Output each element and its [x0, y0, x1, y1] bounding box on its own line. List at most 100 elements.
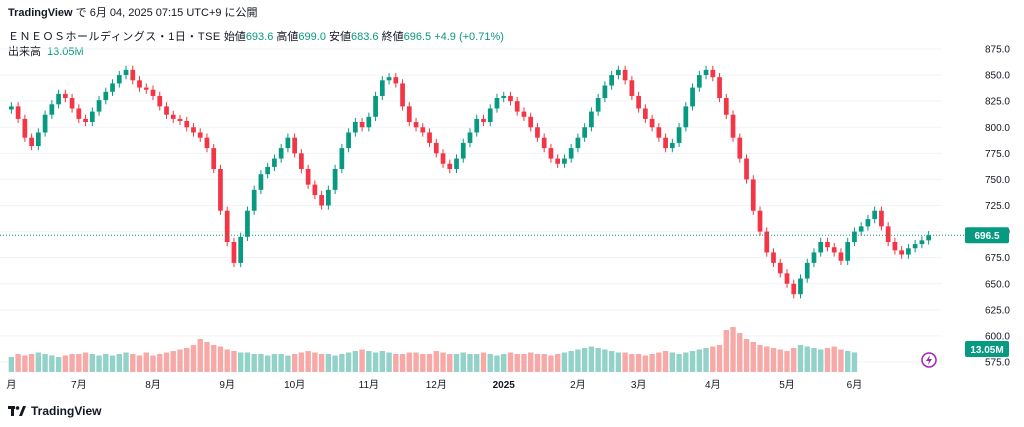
candle-body	[589, 111, 594, 128]
candle-body	[858, 226, 864, 232]
price-axis[interactable]: 875.0850.0825.0800.0775.0750.0725.0700.0…	[985, 45, 1010, 369]
candle-body	[811, 252, 817, 263]
volume-bar	[278, 354, 284, 372]
candle-body	[83, 118, 88, 123]
price-tick-label: 600.0	[985, 331, 1010, 342]
volume-bar	[204, 342, 210, 372]
time-tick-label: 4月	[705, 379, 721, 391]
candle-body	[730, 114, 736, 138]
volume-bar	[224, 349, 230, 372]
candle-body	[723, 98, 729, 115]
candle-body	[501, 95, 507, 99]
candle-body	[764, 231, 770, 253]
last-volume-badge-text: 13.05M	[970, 345, 1003, 356]
candle-body	[238, 236, 244, 263]
candle-body	[49, 104, 55, 115]
volume-bar	[703, 348, 709, 372]
volume-bar	[244, 352, 251, 372]
volume-bar	[554, 354, 561, 372]
candle-body	[541, 137, 547, 149]
candle-body	[386, 77, 392, 81]
candle-body	[433, 142, 439, 154]
candle-body	[170, 114, 176, 119]
time-tick-label: 11月	[359, 379, 379, 391]
candle-body	[771, 252, 776, 263]
volume-bar	[737, 333, 743, 372]
volume-bar	[521, 354, 527, 372]
candle-body	[184, 120, 190, 128]
last-price-badge-text: 696.5	[974, 231, 999, 242]
candle-body	[784, 273, 790, 284]
header-brand: TradingView	[8, 7, 73, 19]
volume-bar	[844, 351, 851, 372]
candle-body	[211, 148, 217, 169]
volume-bar	[15, 354, 21, 372]
candle-body	[15, 106, 21, 119]
volume-bar	[305, 351, 311, 372]
candle-body	[750, 179, 756, 211]
candle-body	[400, 83, 405, 107]
candle-body	[791, 283, 797, 295]
open-label: 始値	[223, 31, 246, 43]
volume-bar	[656, 352, 662, 372]
volume-bar	[76, 354, 82, 372]
candle-body	[852, 231, 857, 243]
price-chart[interactable]: 875.0850.0825.0800.0775.0750.0725.0700.0…	[0, 0, 1024, 400]
volume-bar	[339, 354, 345, 372]
candle-body	[804, 262, 810, 279]
volume-bar	[480, 352, 487, 372]
candle-body	[845, 242, 851, 261]
volume-bar	[366, 351, 372, 372]
volume-bar	[757, 345, 763, 372]
ohlc-legend: ＥＮＥＯＳホールディングス・1日・TSE 始値693.6 高値699.0 安値6…	[8, 28, 504, 44]
candle-body	[69, 98, 75, 109]
candle-body	[649, 118, 655, 128]
volume-bar	[55, 357, 62, 372]
candle-body	[326, 189, 331, 206]
volume-bar	[588, 346, 595, 372]
volume-bar	[467, 354, 473, 372]
price-tick-label: 675.0	[985, 253, 1010, 264]
candle-body	[899, 250, 905, 255]
candle-body	[703, 69, 709, 76]
candle-body	[555, 158, 561, 164]
volume-bar	[130, 354, 136, 372]
candle-body	[285, 137, 291, 149]
volume-bar	[399, 354, 406, 372]
candle-body	[474, 118, 480, 133]
lightning-icon[interactable]	[921, 352, 937, 368]
volume-bar	[251, 354, 257, 372]
candle-body	[346, 132, 351, 149]
volume-bar	[635, 354, 642, 372]
volume-bar	[352, 351, 359, 372]
candle-body	[669, 142, 675, 149]
volume-bar	[696, 349, 703, 372]
candle-body	[305, 168, 311, 185]
volume-bar	[622, 352, 628, 372]
candle-body	[42, 114, 48, 133]
axis-badges: 696.5 13.05M	[965, 227, 1009, 357]
candle-body	[22, 118, 28, 138]
volume-bar	[501, 354, 507, 372]
volume-bar	[642, 355, 649, 372]
volume-bar	[312, 352, 318, 372]
time-axis[interactable]: 月 7月 8月 9月 10月 11月 12月 2025 2月 3月 4月 5月 6月	[6, 379, 862, 391]
volume-bar	[548, 355, 554, 372]
volume-bar	[217, 346, 224, 372]
candle-body	[299, 153, 304, 169]
candle-body	[164, 106, 169, 115]
candle-body	[379, 80, 385, 96]
volume-bar	[676, 354, 682, 372]
volume-bar	[561, 352, 568, 372]
high-value: 699.0	[298, 31, 326, 43]
volume-bar	[345, 352, 352, 372]
candle-body	[218, 168, 223, 211]
candle-body	[312, 184, 318, 196]
volume-bar	[291, 354, 298, 372]
volume-bar	[89, 354, 96, 372]
candle-body	[906, 248, 911, 255]
candle-body	[272, 158, 277, 167]
candle-body	[609, 75, 614, 86]
volume-bar	[514, 354, 520, 372]
candle-body	[103, 91, 109, 101]
